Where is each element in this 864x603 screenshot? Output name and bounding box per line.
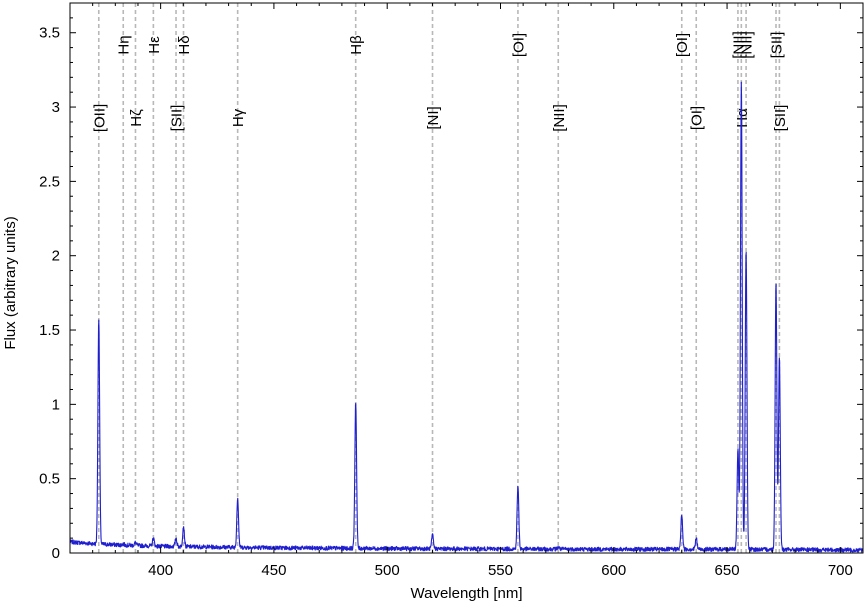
y-axis-title: Flux (arbitrary units) [2,216,19,349]
y-tick-label: 3.5 [39,25,60,42]
reference-line-label: [NII] [551,104,568,132]
x-tick-label: 550 [488,562,513,579]
x-tick-label: 600 [601,562,626,579]
reference-line-label: [NII] [730,31,747,59]
reference-line-label: [OI] [689,106,706,130]
reference-line-labels: [OII] Hη Hζ Hε [SII] Hδ Hγ Hβ [NI] [OI] [NII] [OI] [… [91,31,789,132]
x-axis: 400 450 500 550 600 650 700 [69,3,864,579]
spectrum-series-line [69,81,864,553]
x-tick-label: 400 [148,562,173,579]
reference-line-label: [OI] [510,33,527,57]
reference-line-label: [OI] [674,33,691,57]
reference-line-label: [SII] [169,105,186,132]
reference-line-label: Hε [146,36,163,54]
reference-line-label: [NII] [739,31,756,59]
reference-line-label: Hγ [230,108,247,127]
reference-line-label: Hβ [348,35,365,55]
reference-line-label: Hη [116,35,133,54]
x-tick-label: 650 [715,562,740,579]
reference-line-label: [SII] [772,105,789,132]
reference-line-label: Hδ [176,35,193,54]
reference-line-label: [OII] [91,104,108,132]
y-tick-label: 2 [52,248,60,265]
y-tick-label: 1.5 [39,322,60,339]
plot-frame [69,2,864,554]
x-tick-label: 700 [828,562,853,579]
x-axis-title: Wavelength [nm] [411,585,523,602]
y-tick-label: 0 [52,545,60,562]
reference-line-label: [SII] [768,32,785,59]
reference-lines [97,3,781,553]
reference-line-label: [NI] [425,106,442,129]
x-tick-label: 500 [375,562,400,579]
reference-line-label: Hζ [128,109,145,127]
y-tick-label: 2.5 [39,173,60,190]
reference-line-label: Hα [734,108,751,128]
y-tick-label: 1 [52,396,60,413]
y-tick-label: 0.5 [39,471,60,488]
y-tick-label: 3 [52,99,60,116]
y-axis: 0 0.5 1 1.5 2 2.5 3 3.5 [39,17,863,562]
x-tick-label: 450 [261,562,286,579]
